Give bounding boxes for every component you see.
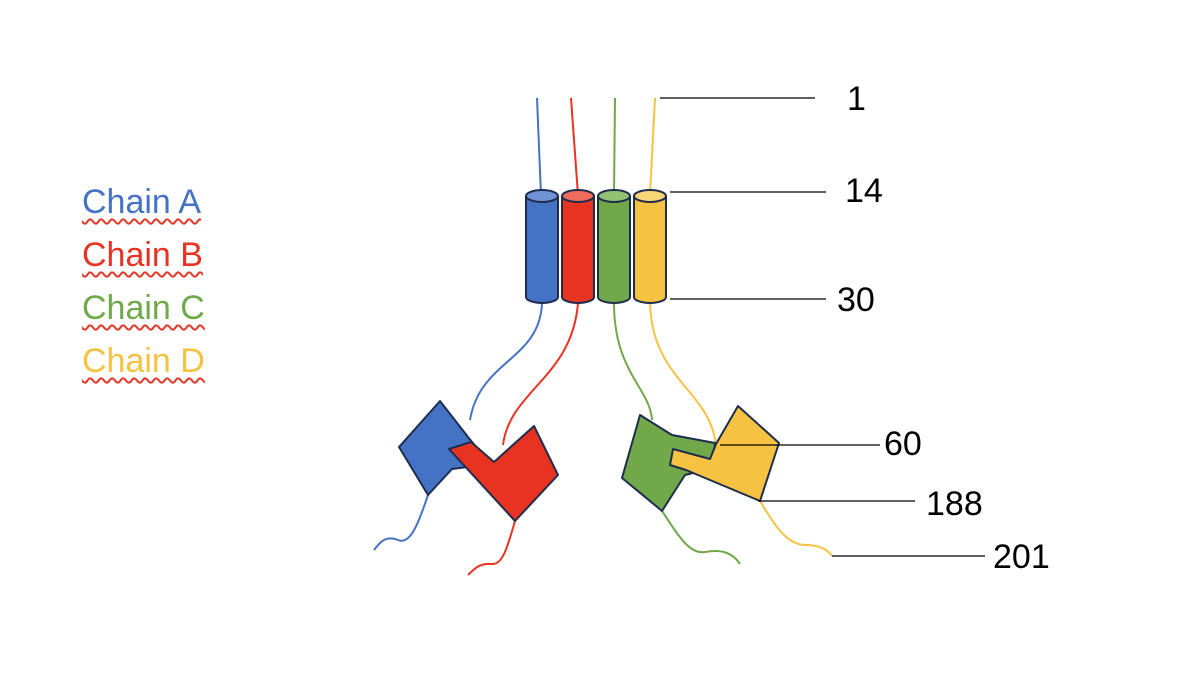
chain-a-n-terminus: [536, 97, 542, 196]
chain-c-n-terminus: [613, 97, 616, 196]
chain-b-c-terminus: [467, 520, 516, 576]
legend-chain-b: Chain B: [82, 236, 203, 274]
residue-label-60: 60: [884, 425, 922, 463]
legend-chain-a: Chain A: [82, 183, 202, 221]
residue-label-30: 30: [837, 281, 875, 319]
chain-b-n-terminus: [570, 97, 579, 196]
chain-d-domain: [669, 405, 780, 502]
chain-b-domain: [448, 425, 559, 522]
legend-chain-c: Chain C: [82, 289, 205, 327]
chain-d-c-terminus: [759, 500, 833, 557]
legend-chain-d: Chain D: [82, 342, 205, 380]
chain-a-helix: [525, 189, 559, 304]
chain-b-linker: [502, 302, 579, 446]
chain-d-helix: [633, 189, 667, 304]
residue-label-201: 201: [993, 538, 1050, 576]
chain-c-c-terminus: [661, 510, 741, 565]
chain-c-linker: [613, 302, 653, 421]
chain-b-helix: [561, 189, 595, 304]
chain-d-linker: [649, 302, 717, 446]
chain-a-linker: [469, 302, 543, 421]
chain-c-helix: [597, 189, 631, 304]
chain-d-n-terminus: [649, 97, 656, 196]
residue-label-14: 14: [845, 172, 883, 210]
residue-label-188: 188: [926, 485, 983, 523]
residue-label-1: 1: [847, 80, 866, 118]
chain-a-c-terminus: [373, 494, 429, 551]
